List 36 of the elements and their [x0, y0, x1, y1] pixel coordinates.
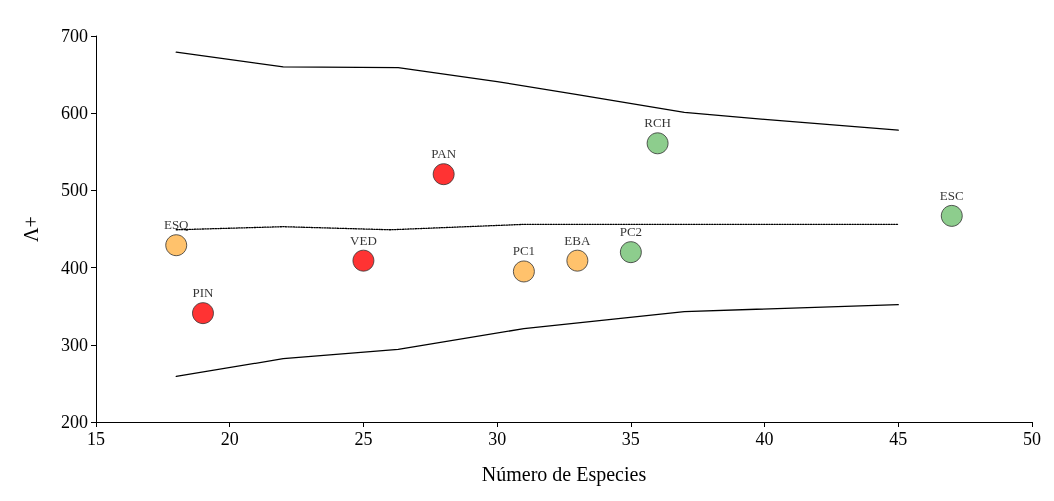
- y-tick-label: 600: [61, 103, 88, 124]
- point: [352, 249, 375, 272]
- annotation: ESQ: [163, 217, 190, 233]
- point: [940, 204, 963, 227]
- y-tick-label: 500: [61, 180, 88, 201]
- annotation: EBA: [564, 232, 591, 248]
- annotation: PC1: [512, 243, 536, 259]
- annotation: VED: [350, 232, 377, 248]
- point: [512, 260, 535, 283]
- x-tick-label: 30: [488, 429, 507, 449]
- x-tick-label: 35: [621, 429, 640, 449]
- annotation: PAN: [431, 146, 457, 162]
- x-tick-label: 50: [1023, 429, 1041, 449]
- annotation: RCH: [644, 115, 671, 131]
- y-tick-label: 200: [61, 412, 88, 432]
- point: [191, 302, 214, 325]
- x-tick-label: 15: [87, 429, 105, 449]
- line-series: [175, 51, 899, 131]
- x-tick-label: 20: [220, 429, 239, 449]
- y-tick-label: 300: [61, 334, 88, 355]
- annotation: PC2: [619, 224, 643, 240]
- x-tick-label: 45: [889, 429, 908, 449]
- y-tick-label: 700: [61, 26, 88, 46]
- annotation: ESC: [939, 187, 964, 203]
- point: [165, 234, 188, 257]
- x-tick-label: 25: [354, 429, 373, 449]
- annotation: PIN: [192, 285, 215, 301]
- y-tick-label: 400: [61, 257, 88, 278]
- point: [619, 241, 642, 264]
- point: [432, 163, 455, 186]
- y-axis-title: Λ+: [20, 216, 42, 242]
- point: [566, 249, 589, 272]
- line-series: [175, 304, 899, 378]
- point: [646, 132, 669, 155]
- x-tick-label: 40: [755, 429, 774, 449]
- x-axis-title: Número de Especies: [481, 463, 647, 486]
